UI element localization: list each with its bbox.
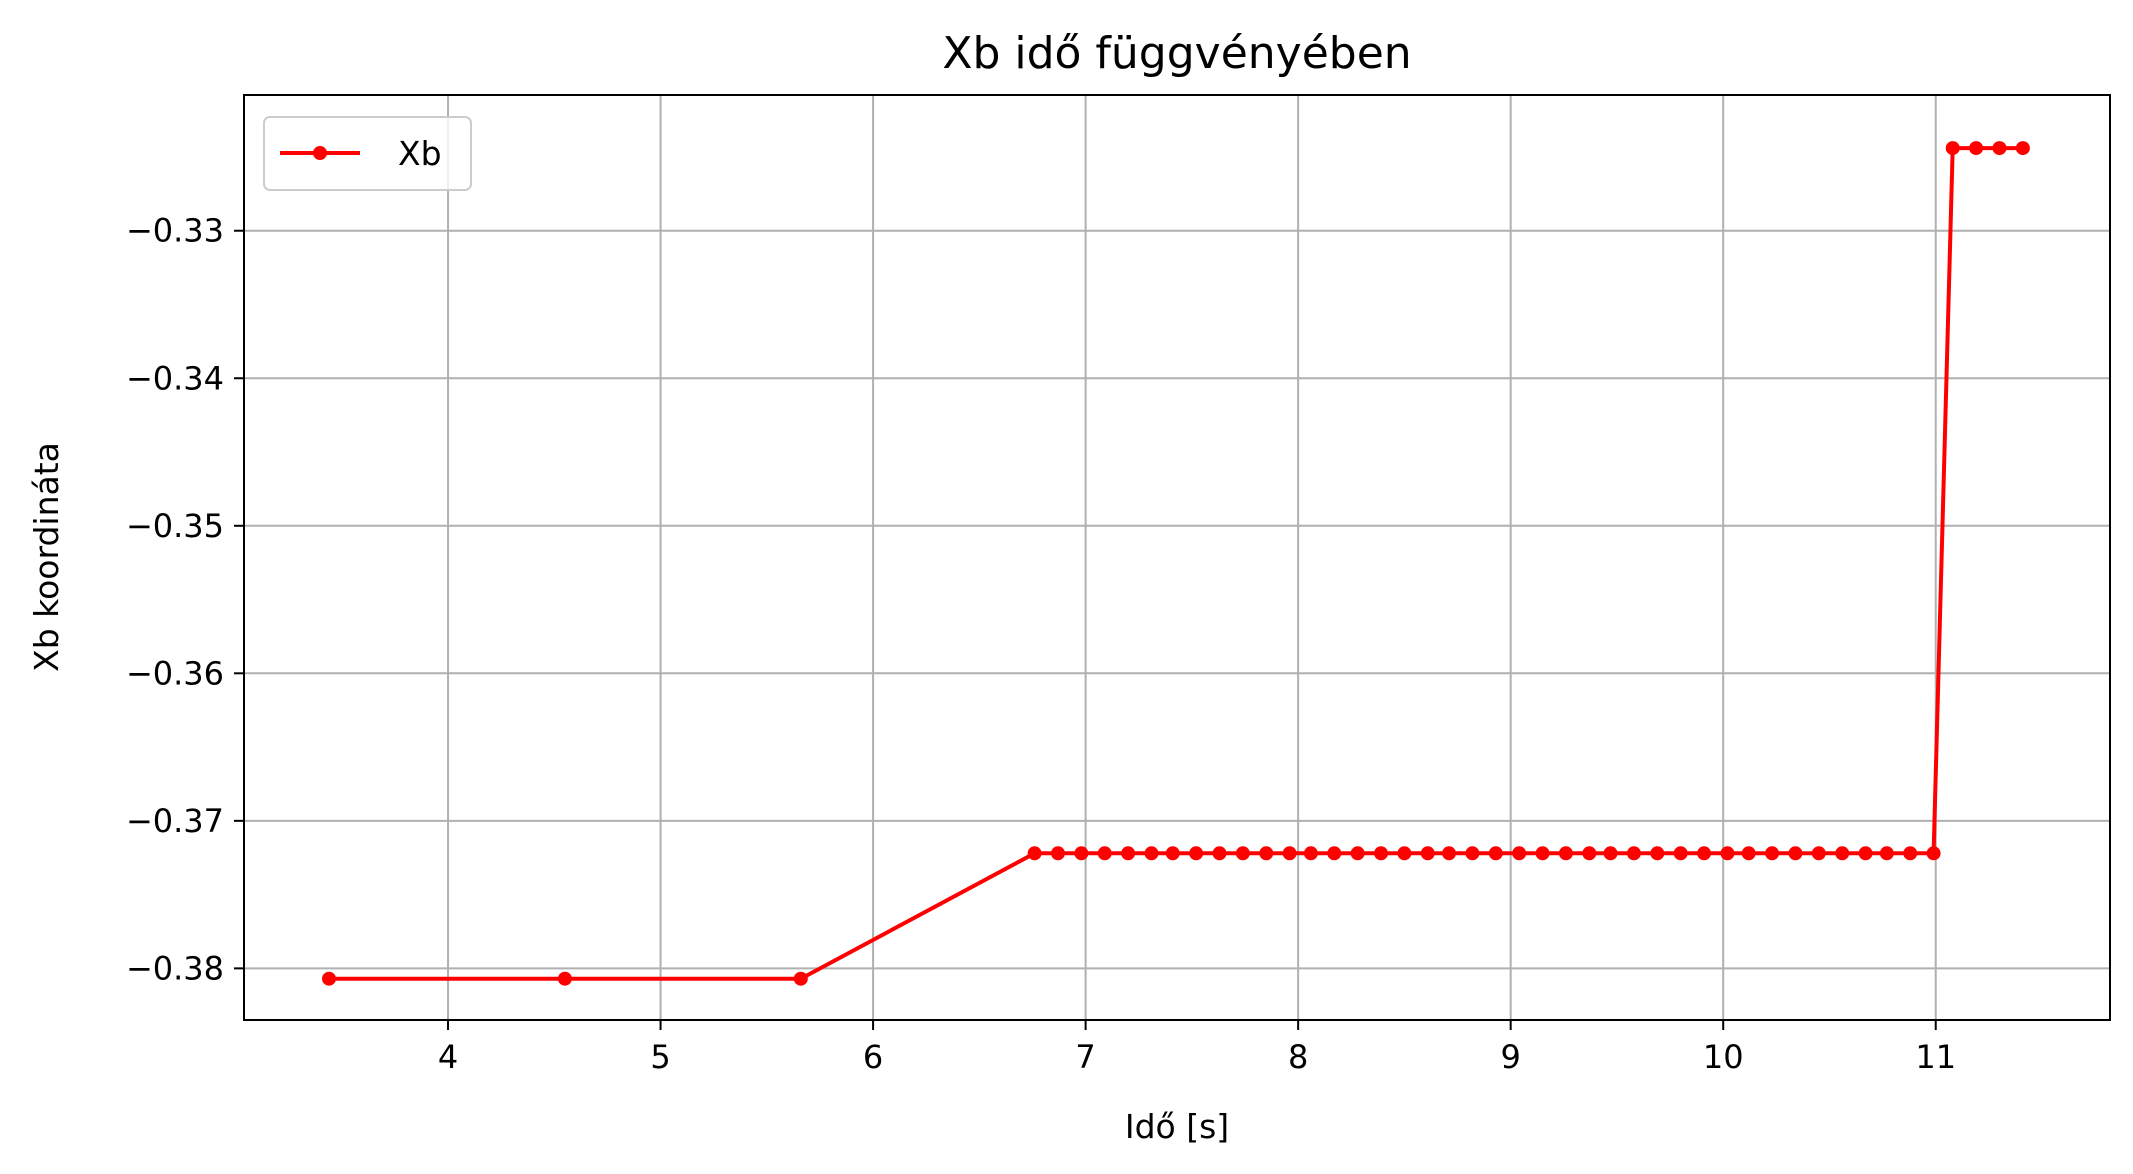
data-point (1165, 846, 1180, 861)
data-point (1720, 846, 1735, 861)
x-tick-label: 5 (650, 1038, 670, 1076)
data-point (1582, 846, 1597, 861)
data-point (1765, 846, 1780, 861)
data-point (1673, 846, 1688, 861)
data-point (1858, 846, 1873, 861)
data-point (1259, 846, 1274, 861)
x-tick-label: 4 (438, 1038, 458, 1076)
data-point (1788, 846, 1803, 861)
x-tick-label: 10 (1703, 1038, 1744, 1076)
data-point (1050, 846, 1065, 861)
data-point (1397, 846, 1412, 861)
data-point (1235, 846, 1250, 861)
data-point (1741, 846, 1756, 861)
data-point (1535, 846, 1550, 861)
axis-tick-labels: 4 5 6 7 8 9 10 11 −0.33 −0.34 −0.35 −0.36 −0.37 −0.38 (126, 212, 1956, 1076)
y-tick-label: −0.36 (126, 654, 224, 692)
legend-entry-label: Xb (398, 134, 442, 173)
x-tick-label: 9 (1500, 1038, 1520, 1076)
data-point (1626, 846, 1641, 861)
data-point (2015, 141, 2030, 156)
data-point (1603, 846, 1618, 861)
data-point (1969, 141, 1984, 156)
x-axis-label: Idő [s] (1125, 1107, 1229, 1146)
data-point (1488, 846, 1503, 861)
data-point (1374, 846, 1389, 861)
legend-box (263, 116, 472, 191)
data-point (1327, 846, 1342, 861)
data-point (1442, 846, 1457, 861)
data-point (1350, 846, 1365, 861)
data-point (1512, 846, 1527, 861)
data-point (1189, 846, 1204, 861)
data-point (1465, 846, 1480, 861)
data-point (1027, 846, 1042, 861)
x-tick-label: 8 (1288, 1038, 1308, 1076)
data-point (1811, 846, 1826, 861)
data-point (1835, 846, 1850, 861)
y-tick-label: −0.35 (126, 507, 224, 545)
x-tick-label: 7 (1075, 1038, 1095, 1076)
plot-frame (243, 94, 2111, 1021)
data-point (1212, 846, 1227, 861)
data-point (1558, 846, 1573, 861)
data-point (1097, 846, 1112, 861)
y-tick-label: −0.38 (126, 949, 224, 987)
data-point (1074, 846, 1089, 861)
data-point (1144, 846, 1159, 861)
data-point (1697, 846, 1712, 861)
legend: Xb (263, 116, 472, 191)
y-tick-label: −0.37 (126, 802, 224, 840)
data-point (1303, 846, 1318, 861)
y-axis-label: Xb koordináta (27, 442, 66, 672)
x-tick-label: 6 (863, 1038, 883, 1076)
data-point (1650, 846, 1665, 861)
series-layer (322, 141, 2030, 986)
chart-title: Xb idő függvényében (942, 28, 1411, 79)
legend-marker-swatch (313, 146, 327, 160)
data-point (322, 971, 337, 986)
data-point (1903, 846, 1918, 861)
data-point (557, 971, 572, 986)
data-point (1121, 846, 1136, 861)
data-point (793, 971, 808, 986)
data-point (1879, 846, 1894, 861)
x-tick-label: 11 (1915, 1038, 1956, 1076)
y-tick-label: −0.33 (126, 212, 224, 250)
data-point (1992, 141, 2007, 156)
data-point (1420, 846, 1435, 861)
data-point (1945, 141, 1960, 156)
grid-lines (244, 95, 2110, 1020)
data-point (1926, 846, 1941, 861)
data-point (1282, 846, 1297, 861)
y-tick-label: −0.34 (126, 359, 224, 397)
axis-ticks (234, 229, 1937, 1030)
